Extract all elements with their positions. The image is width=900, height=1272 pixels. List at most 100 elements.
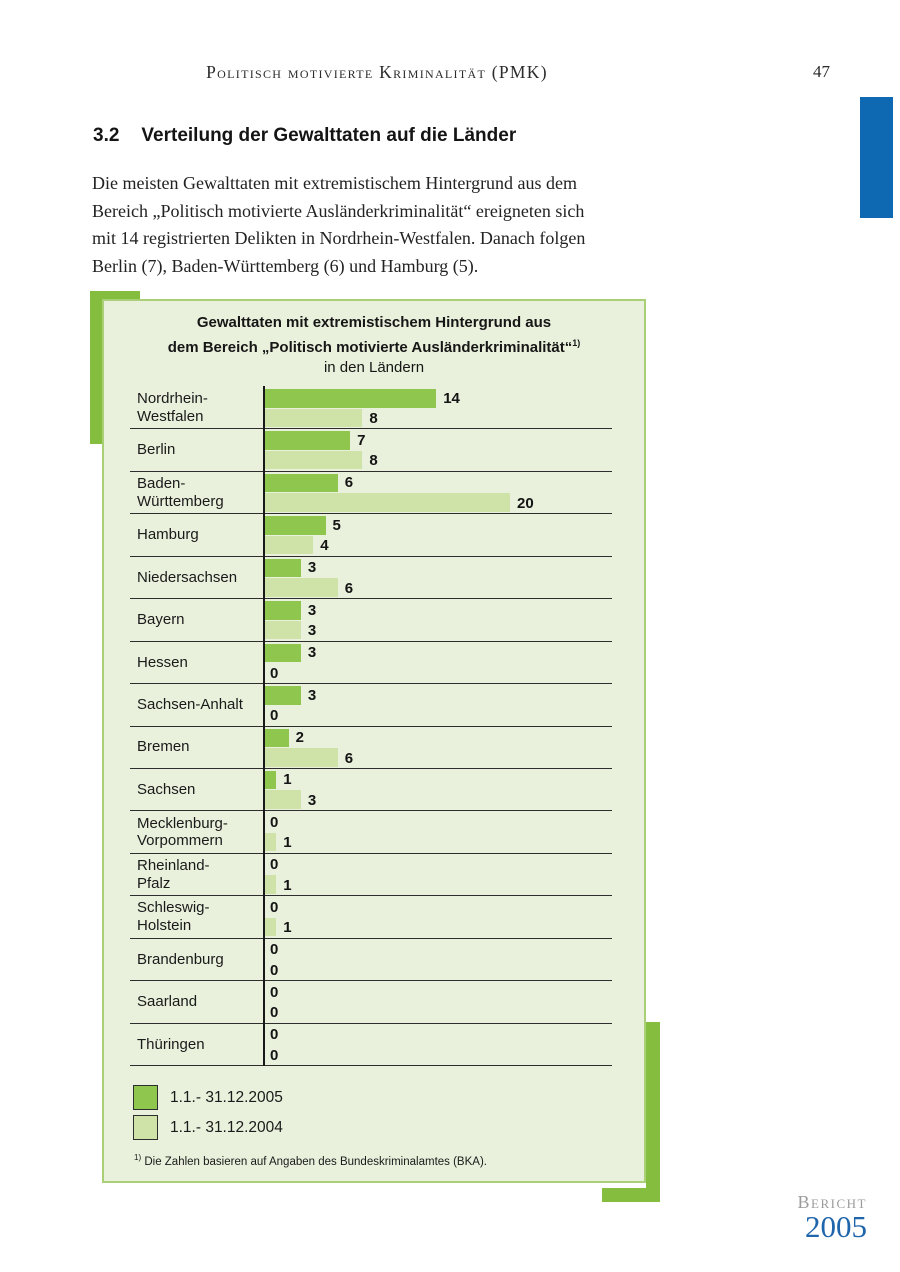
bar-value-2004: 3	[307, 791, 317, 809]
chart-row: Brandenburg 0 0	[130, 939, 612, 982]
bar-value-2005: 14	[443, 389, 460, 407]
category-label: Thüringen	[137, 1035, 205, 1053]
legend-item-2005: 1.1.- 31.12.2005	[133, 1085, 283, 1110]
bar-value-2004: 0	[270, 1004, 279, 1022]
bar-2004	[264, 493, 510, 512]
chart-title-line2-text: dem Bereich „Politisch motivierte Auslän…	[167, 339, 573, 356]
bar-value-2005: 0	[270, 813, 279, 831]
bar-2004	[264, 620, 301, 640]
footnote-text: Die Zahlen basieren auf Angaben des Bund…	[144, 1155, 487, 1168]
legend-label-2004: 1.1.- 31.12.2004	[170, 1118, 283, 1136]
bar-value-2005: 3	[307, 559, 317, 577]
report-logo: Bericht 2005	[797, 1192, 867, 1243]
bar-value-2004: 3	[307, 622, 317, 640]
chart-rows: Nordrhein- Westfalen 14 8 Berlin 7 8 Baden- Wü…	[130, 387, 612, 1066]
category-label: Baden- Württemberg	[137, 475, 224, 510]
chart-row: Niedersachsen 3 6	[130, 557, 612, 600]
category-label: Rheinland- Pfalz	[137, 857, 210, 892]
legend-swatch-2004	[133, 1115, 158, 1140]
bar-value-2005: 0	[270, 941, 279, 959]
category-label: Niedersachsen	[137, 568, 238, 586]
chart-accent-bottom-right-vertical	[646, 1022, 660, 1202]
bar-value-2004: 6	[344, 579, 354, 597]
chart-row: Sachsen 1 3	[130, 769, 612, 812]
bar-2004	[264, 790, 301, 809]
bar-value-2005: 3	[307, 644, 317, 662]
legend-swatch-2005	[133, 1085, 158, 1110]
category-label: Sachsen	[137, 780, 196, 798]
report-logo-bericht: Bericht	[797, 1192, 867, 1212]
bar-value-2005: 1	[283, 771, 292, 789]
bar-value-2004: 8	[369, 410, 378, 427]
bar-2004	[264, 450, 363, 470]
section-heading: 3.2 Verteilung der Gewalttaten auf die Lä…	[93, 125, 516, 147]
chart-row: Nordrhein- Westfalen 14 8	[130, 387, 612, 430]
bar-value-2004: 8	[369, 452, 378, 470]
footnote-marker: 1)	[134, 1153, 142, 1162]
category-label: Hamburg	[137, 526, 199, 544]
legend-item-2004: 1.1.- 31.12.2004	[133, 1115, 283, 1140]
bar-2005	[264, 643, 301, 663]
page-number: 47	[813, 62, 830, 81]
chart-row: Hessen 3 0	[130, 642, 612, 685]
bar-2004	[264, 535, 314, 555]
chart-row: Bayern 3 3	[130, 599, 612, 642]
bar-2004	[264, 578, 338, 597]
category-label: Saarland	[137, 993, 198, 1011]
category-label: Hessen	[137, 653, 188, 671]
chart-title-line1: Gewalttaten mit extremistischem Hintergr…	[196, 314, 552, 331]
bar-2005	[264, 389, 437, 408]
chart-row: Schleswig- Holstein 0 1	[130, 896, 612, 939]
category-label: Brandenburg	[137, 950, 224, 968]
bar-value-2004: 0	[270, 1046, 279, 1064]
chart-row: Hamburg 5 4	[130, 514, 612, 557]
category-label: Berlin	[137, 441, 176, 459]
bar-2005	[264, 516, 326, 535]
bar-value-2004: 6	[344, 749, 354, 767]
chart-title: Gewalttaten mit extremistischem Hintergr…	[104, 313, 644, 378]
category-label: Bremen	[137, 738, 190, 756]
bar-2004	[264, 408, 363, 427]
legend-label-2005: 1.1.- 31.12.2005	[170, 1088, 283, 1106]
bar-2004	[264, 832, 277, 852]
bar-value-2005: 5	[332, 516, 341, 534]
chart-row: Berlin 7 8	[130, 429, 612, 472]
bar-value-2004: 0	[270, 664, 279, 682]
page-header-title: Politisch motivierte Kriminalität (PMK)	[206, 62, 548, 82]
bar-value-2005: 0	[270, 983, 279, 1001]
chart-axis-line	[262, 386, 265, 1066]
section-title: Verteilung der Gewalttaten auf die Lände…	[141, 125, 517, 146]
bar-value-2005: 7	[357, 431, 366, 449]
bar-value-2005: 0	[270, 856, 279, 874]
bar-2004	[264, 748, 338, 767]
bar-value-2004: 1	[283, 876, 292, 894]
category-label: Mecklenburg- Vorpommern	[137, 814, 228, 850]
chart-title-line3: in den Ländern	[323, 359, 425, 376]
bar-value-2005: 0	[270, 1026, 279, 1044]
bar-2005	[264, 728, 289, 747]
bar-2004	[264, 875, 277, 894]
chart-footnote: 1) Die Zahlen basieren auf Angaben des B…	[134, 1153, 487, 1168]
bar-value-2004: 0	[270, 707, 279, 725]
chart-row: Mecklenburg- Vorpommern 0 1	[130, 811, 612, 854]
chapter-marker-bar	[860, 97, 893, 218]
category-label: Schleswig- Holstein	[137, 899, 210, 934]
chart-row: Thüringen 0 0	[130, 1024, 612, 1066]
bar-value-2004: 1	[283, 919, 292, 937]
bar-2005	[264, 686, 301, 705]
body-paragraph: Die meisten Gewalttaten mit extremistisc…	[92, 173, 586, 276]
section-number: 3.2	[93, 125, 120, 146]
chart-box: Gewalttaten mit extremistischem Hintergr…	[102, 299, 646, 1183]
bar-value-2004: 0	[270, 961, 279, 979]
category-label: Bayern	[137, 611, 185, 629]
bar-value-2005: 2	[295, 729, 304, 746]
chart-title-line2: dem Bereich „Politisch motivierte Auslän…	[104, 333, 644, 358]
chart-row: Saarland 0 0	[130, 981, 612, 1024]
bar-value-2004: 20	[517, 494, 534, 512]
chart-row: Baden- Württemberg 6 20	[130, 472, 612, 515]
bar-value-2005: 3	[307, 601, 317, 619]
bar-value-2005: 0	[270, 898, 279, 916]
category-label: Nordrhein- Westfalen	[137, 390, 208, 425]
bar-value-2004: 4	[320, 537, 329, 555]
